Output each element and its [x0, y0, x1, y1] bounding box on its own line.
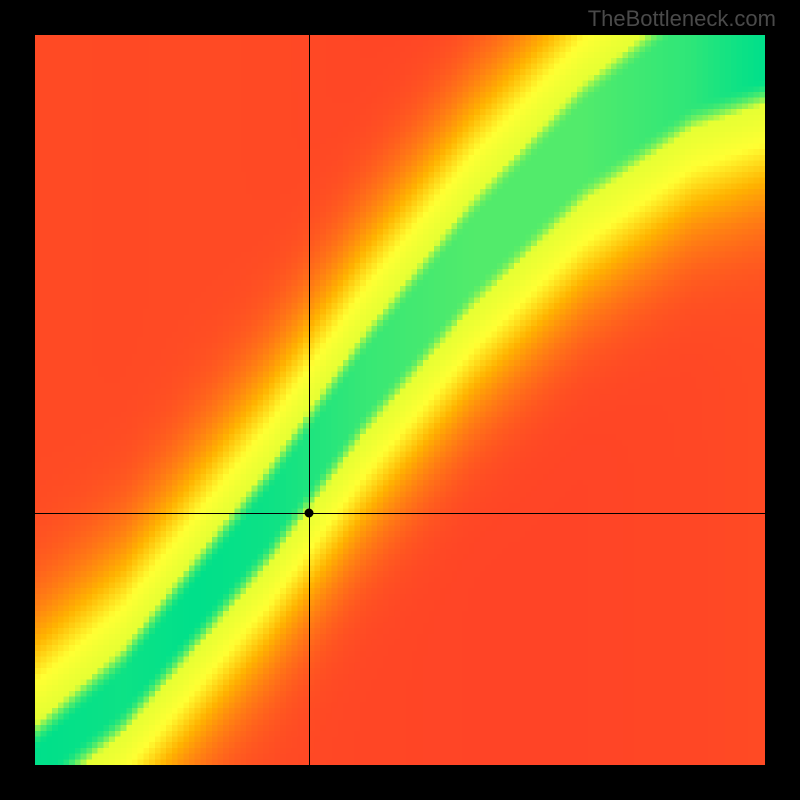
crosshair-vertical — [309, 35, 310, 765]
heatmap-container — [35, 35, 765, 765]
heatmap-canvas — [35, 35, 765, 765]
crosshair-horizontal — [35, 513, 765, 514]
watermark-text: TheBottleneck.com — [588, 6, 776, 32]
marker-dot — [304, 509, 313, 518]
plot-area — [35, 35, 765, 765]
